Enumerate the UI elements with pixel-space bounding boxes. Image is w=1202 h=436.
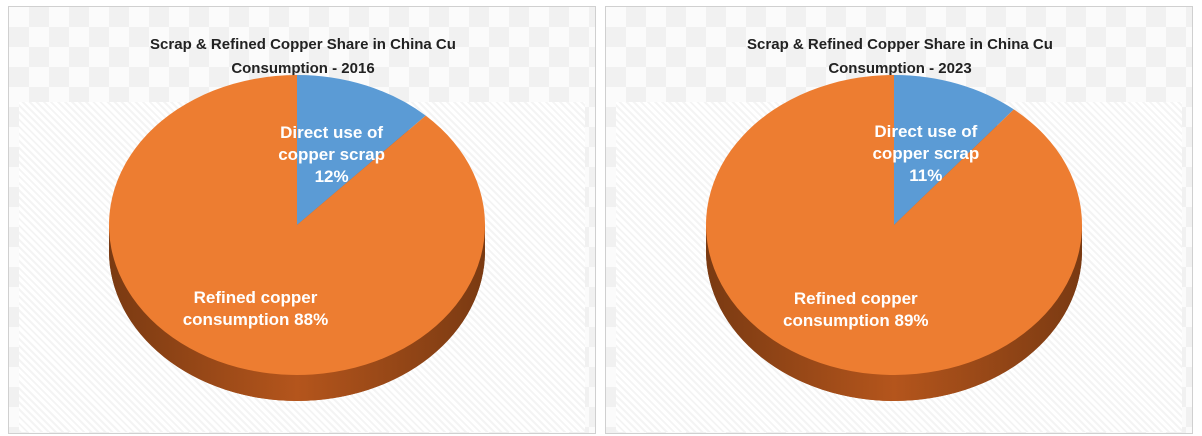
data-label: Refined copper consumption 89% [761, 288, 951, 332]
category-label: Direct use of copper scrap [872, 122, 980, 164]
pie-slice [108, 75, 485, 376]
value-label: 12% [314, 167, 349, 187]
value-label: 88% [294, 309, 329, 329]
value-label: 11% [909, 166, 943, 186]
category-label: Refined copper consumption [182, 287, 318, 329]
pie-slice [297, 75, 426, 225]
chart-panel: Scrap & Refined Copper Share in China Cu… [605, 6, 1193, 434]
chart-panel: Scrap & Refined Copper Share in China Cu… [8, 6, 596, 434]
pie-chart [706, 75, 1082, 401]
pie-chart [108, 75, 485, 401]
chart-title: Scrap & Refined Copper Share in China Cu… [150, 36, 456, 77]
data-label: Refined copper consumption 88% [160, 287, 350, 331]
category-label: Direct use of copper scrap [278, 123, 385, 165]
value-label: 89% [894, 310, 929, 330]
category-label: Refined copper consumption [783, 288, 918, 330]
pie-slice [706, 75, 1082, 376]
chart-title: Scrap & Refined Copper Share in China Cu… [747, 36, 1053, 77]
data-label: Direct use of copper scrap 12% [257, 122, 407, 188]
data-label: Direct use of copper scrap 11% [851, 121, 1001, 187]
pie-slice [894, 75, 1014, 225]
